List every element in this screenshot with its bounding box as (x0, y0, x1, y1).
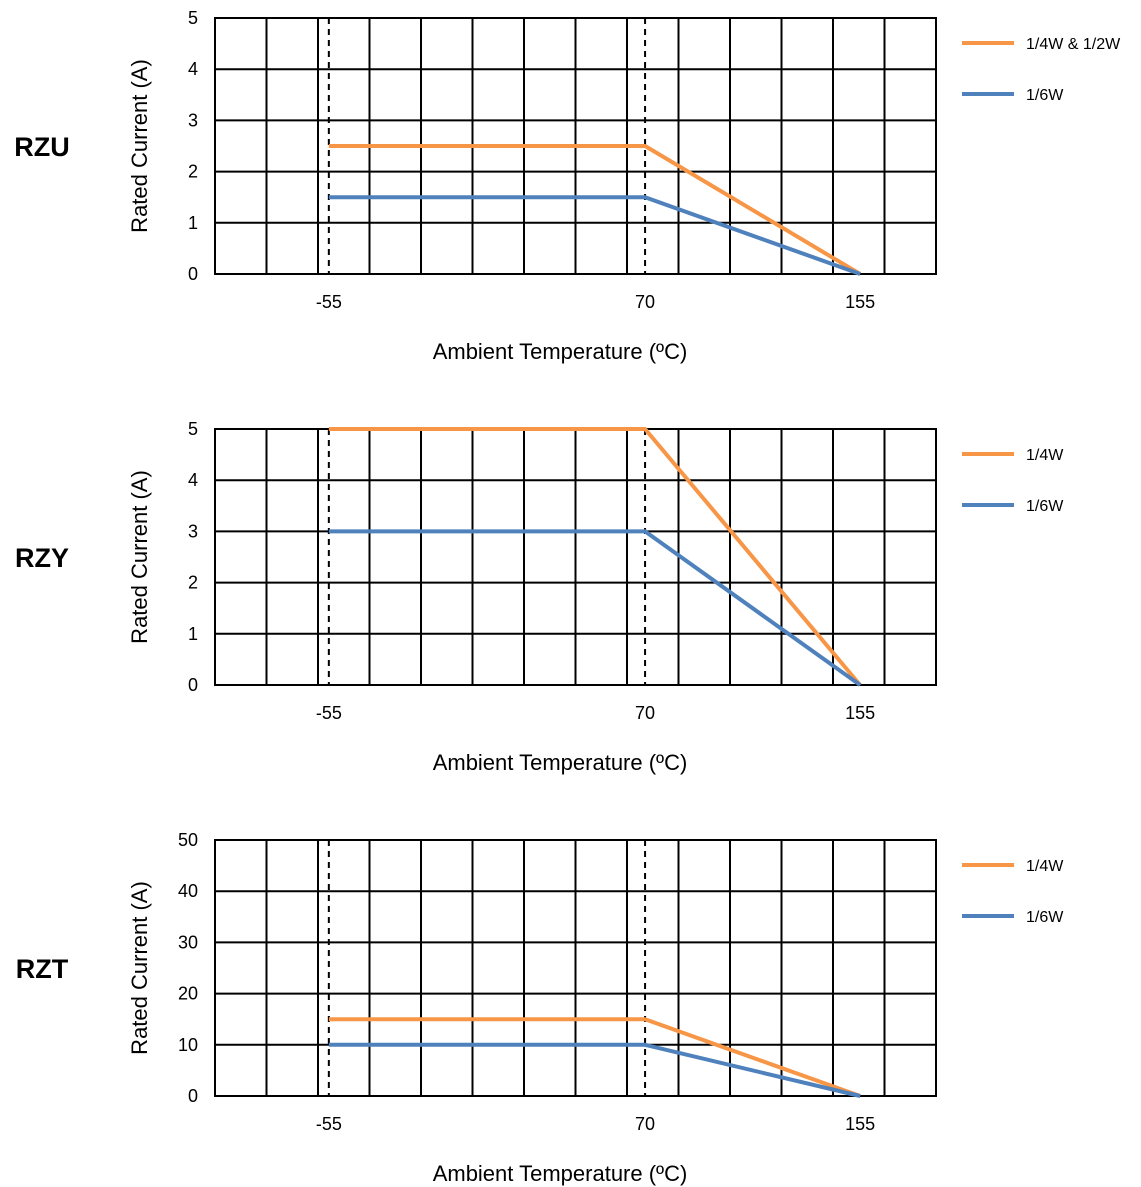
x-tick-label: -55 (316, 1114, 342, 1134)
series-line (328, 144, 862, 276)
y-tick-label: 0 (188, 264, 198, 284)
x-tick-label: 155 (845, 292, 875, 312)
y-tick-label: 0 (188, 1086, 198, 1106)
y-axis-title: Rated Current (A) (127, 881, 152, 1055)
y-tick-label: 2 (188, 162, 198, 182)
x-tick-label: 70 (635, 292, 655, 312)
legend-label: 1/6W (1026, 909, 1064, 926)
y-tick-label: 3 (188, 521, 198, 541)
y-axis-title: Rated Current (A) (127, 59, 152, 233)
y-tick-label: 5 (188, 419, 198, 439)
y-tick-label: 2 (188, 573, 198, 593)
y-tick-label: 30 (178, 932, 198, 952)
y-tick-label: 40 (178, 881, 198, 901)
x-tick-label: -55 (316, 703, 342, 723)
y-tick-label: 20 (178, 984, 198, 1004)
chart-panel-rzu: RZU 0 1 2 3 4 5 -55 70 155 Ambient Temperature (ºC… (14, 8, 1121, 364)
y-tick-label: 4 (188, 470, 198, 490)
panel-label: RZY (15, 543, 69, 573)
x-tick-label: 70 (635, 1114, 655, 1134)
y-tick-label: 5 (188, 8, 198, 28)
x-axis-title: Ambient Temperature (ºC) (433, 339, 688, 364)
series-line (328, 427, 862, 687)
chart-panel-rzt: RZT 0 10 20 30 40 50 -55 70 155 Ambient Temperatur… (16, 830, 1064, 1186)
legend-label: 1/6W (1026, 498, 1064, 515)
x-tick-label: 155 (845, 703, 875, 723)
legend-label: 1/4W (1026, 447, 1064, 464)
x-tick-label: 70 (635, 703, 655, 723)
series-line (328, 1017, 861, 1098)
x-axis-title: Ambient Temperature (ºC) (433, 750, 688, 775)
panel-label: RZT (16, 954, 69, 984)
chart-panel-rzy: RZY 0 1 2 3 4 5 -55 70 155 Ambient Temperature (ºC… (15, 419, 1064, 775)
legend-label: 1/6W (1026, 87, 1064, 104)
legend-label: 1/4W (1026, 858, 1064, 875)
y-tick-label: 4 (188, 59, 198, 79)
panel-label: RZU (14, 132, 70, 162)
y-tick-label: 1 (188, 624, 198, 644)
y-tick-label: 0 (188, 675, 198, 695)
series-line (328, 195, 861, 276)
y-tick-label: 3 (188, 110, 198, 130)
x-tick-label: 155 (845, 1114, 875, 1134)
legend-label: 1/4W & 1/2W (1026, 36, 1121, 53)
y-tick-label: 1 (188, 213, 198, 233)
y-tick-label: 50 (178, 830, 198, 850)
x-axis-title: Ambient Temperature (ºC) (433, 1161, 688, 1186)
y-tick-label: 10 (178, 1035, 198, 1055)
series-line (328, 1042, 861, 1098)
y-axis-title: Rated Current (A) (127, 470, 152, 644)
x-tick-label: -55 (316, 292, 342, 312)
series-line (328, 529, 862, 687)
